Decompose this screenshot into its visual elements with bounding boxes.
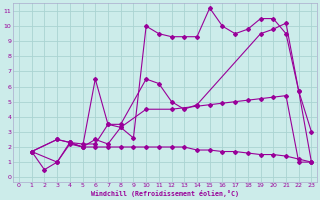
- X-axis label: Windchill (Refroidissement éolien,°C): Windchill (Refroidissement éolien,°C): [91, 190, 239, 197]
